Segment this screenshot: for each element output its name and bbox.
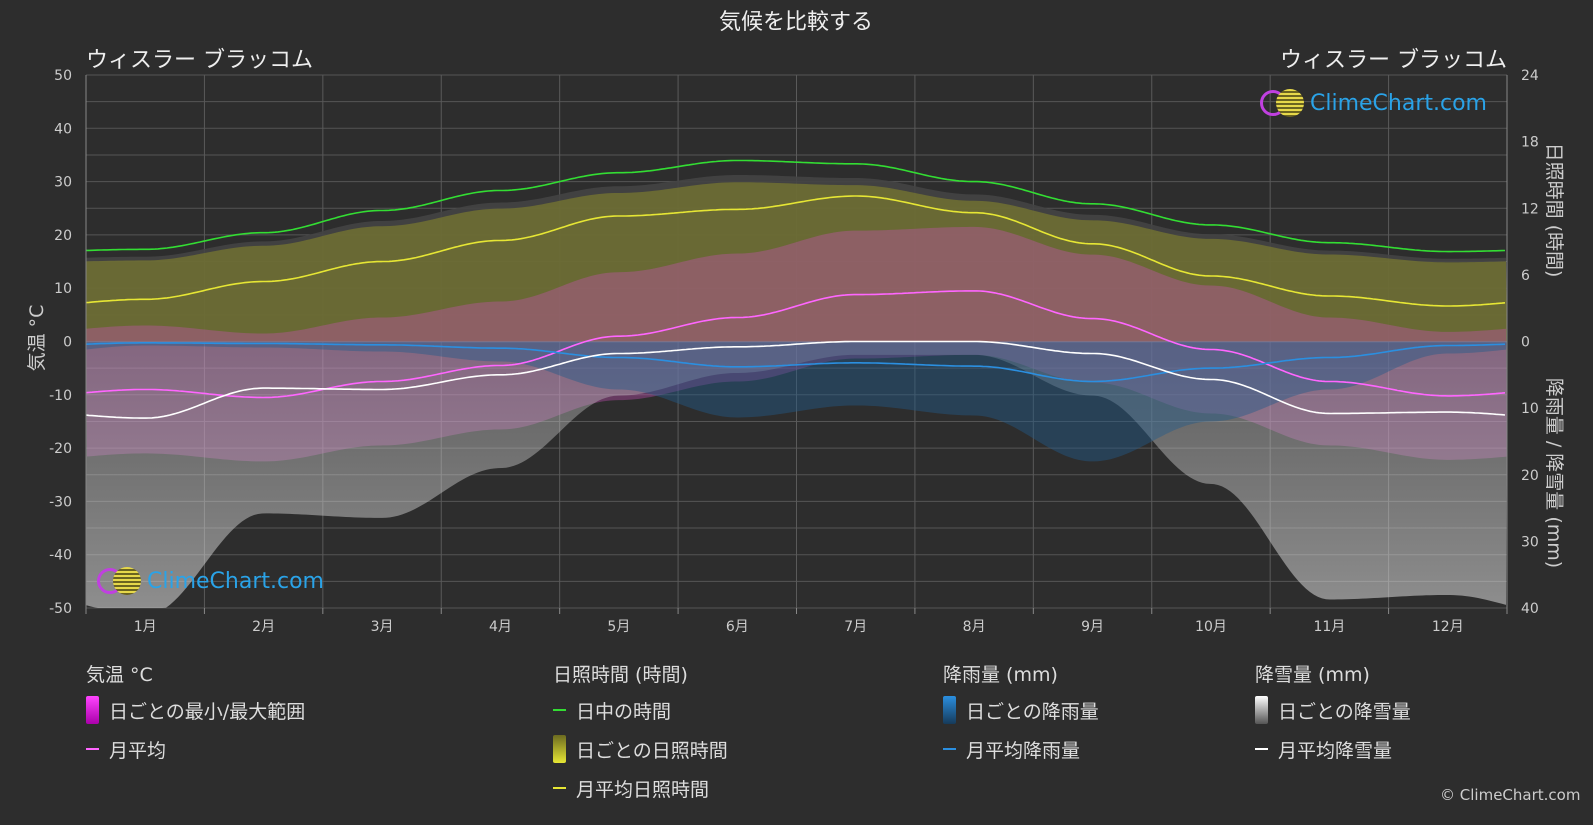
legend-item: 月平均降雪量 bbox=[1255, 737, 1411, 762]
swatch bbox=[1255, 696, 1268, 724]
x-tick-label: 10月 bbox=[1195, 619, 1227, 635]
swatch bbox=[553, 709, 566, 711]
legend-temperature: 気温 °C 日ごとの最小/最大範囲 月平均 bbox=[86, 660, 305, 776]
y-tick-left: -20 bbox=[49, 441, 72, 457]
y-tick-right-precip: 40 bbox=[1521, 601, 1539, 617]
legend-rain: 降雨量 (mm) 日ごとの降雨量 月平均降雨量 bbox=[943, 660, 1099, 776]
swatch bbox=[1255, 748, 1268, 750]
y-axis-left-label: 気温 °C bbox=[26, 305, 48, 372]
swatch bbox=[86, 696, 99, 724]
y-tick-left: -10 bbox=[49, 388, 72, 404]
legend-header: 日照時間 (時間) bbox=[553, 664, 688, 686]
x-tick-label: 8月 bbox=[963, 619, 986, 635]
logo-top: ClimeChart.com bbox=[1260, 89, 1487, 117]
daily-sunshine-area bbox=[86, 182, 1507, 342]
x-tick-label: 4月 bbox=[489, 619, 512, 635]
y-tick-left: 40 bbox=[54, 121, 72, 137]
y-tick-right-sun: 12 bbox=[1521, 201, 1539, 217]
y-axis-right-top-label: 日照時間 (時間) bbox=[1543, 143, 1565, 278]
swatch bbox=[86, 748, 99, 750]
y-tick-left: 20 bbox=[54, 228, 72, 244]
legend-header: 降雪量 (mm) bbox=[1255, 664, 1370, 686]
y-tick-left: 10 bbox=[54, 281, 72, 297]
legend-snow: 降雪量 (mm) 日ごとの降雪量 月平均降雪量 bbox=[1255, 660, 1411, 776]
y-tick-right-sun: 0 bbox=[1521, 335, 1530, 351]
y-tick-left: 50 bbox=[54, 68, 72, 84]
x-tick-label: 11月 bbox=[1313, 619, 1345, 635]
location-right: ウィスラー ブラッコム bbox=[1280, 48, 1507, 73]
axes: 50 40 30 20 10 0 -10 -20 -30 -40 -50 24 18 12 6 0 10 20 30… bbox=[49, 68, 1539, 635]
swatch bbox=[943, 696, 956, 724]
y-tick-right-precip: 20 bbox=[1521, 468, 1539, 484]
legend-item: 日ごとの日照時間 bbox=[553, 735, 728, 763]
y-tick-right-sun: 18 bbox=[1521, 135, 1539, 151]
x-tick-label: 1月 bbox=[134, 619, 157, 635]
y-tick-left: -30 bbox=[49, 494, 72, 510]
logo-sun-icon bbox=[113, 567, 141, 595]
y-tick-left: -40 bbox=[49, 548, 72, 564]
x-tick-label: 2月 bbox=[252, 619, 275, 635]
daily-snowfall-area bbox=[86, 341, 1507, 608]
y-tick-left: 30 bbox=[54, 175, 72, 191]
legend-item: 月平均降雨量 bbox=[943, 737, 1099, 762]
logo-sun-icon bbox=[1276, 89, 1304, 117]
series-lines bbox=[85, 159, 1506, 419]
y-tick-right-sun: 24 bbox=[1521, 68, 1539, 84]
x-tick-label: 5月 bbox=[607, 619, 630, 635]
logo-text: ClimeChart.com bbox=[147, 568, 324, 594]
legend-item: 日中の時間 bbox=[553, 698, 728, 723]
y-tick-right-precip: 30 bbox=[1521, 534, 1539, 550]
rainfall-mean-line bbox=[85, 342, 1506, 383]
y-tick-right-precip: 10 bbox=[1521, 401, 1539, 417]
chart-title: 気候を比較する bbox=[719, 10, 873, 35]
legend-item: 月平均 bbox=[86, 737, 305, 762]
swatch bbox=[553, 787, 566, 789]
snowfall-mean-line bbox=[85, 340, 1506, 419]
y-axis-right-bottom-label: 降雨量 / 降雪量 (mm) bbox=[1543, 378, 1565, 568]
legend-item: 月平均日照時間 bbox=[553, 776, 728, 801]
location-left: ウィスラー ブラッコム bbox=[86, 48, 313, 73]
logo-bottom: ClimeChart.com bbox=[97, 567, 324, 595]
legend-item: 日ごとの最小/最大範囲 bbox=[86, 696, 305, 724]
swatch bbox=[553, 735, 566, 763]
legend-sunshine: 日照時間 (時間) 日中の時間 日ごとの日照時間 月平均日照時間 bbox=[553, 660, 728, 815]
sunshine-line bbox=[85, 195, 1506, 307]
x-tick-label: 12月 bbox=[1432, 619, 1464, 635]
x-tick-label: 6月 bbox=[726, 619, 749, 635]
legend-header: 降雨量 (mm) bbox=[943, 664, 1058, 686]
x-tick-label: 3月 bbox=[371, 619, 394, 635]
x-tick-label: 7月 bbox=[844, 619, 867, 635]
legend-item: 日ごとの降雨量 bbox=[943, 696, 1099, 724]
daily-rainfall-area bbox=[86, 341, 1507, 462]
y-tick-right-sun: 6 bbox=[1521, 268, 1530, 284]
legend-header: 気温 °C bbox=[86, 664, 153, 686]
daylight-line bbox=[86, 159, 1506, 253]
y-tick-left: -50 bbox=[49, 601, 72, 617]
y-tick-left: 0 bbox=[63, 335, 72, 351]
climate-chart: 50 40 30 20 10 0 -10 -20 -30 -40 -50 24 18 12 6 0 10 20 30… bbox=[26, 10, 1565, 635]
swatch bbox=[943, 748, 956, 750]
legend-item: 日ごとの降雪量 bbox=[1255, 696, 1411, 724]
x-tick-label: 9月 bbox=[1081, 619, 1104, 635]
logo-text: ClimeChart.com bbox=[1310, 90, 1487, 116]
copyright: © ClimeChart.com bbox=[1440, 786, 1581, 804]
